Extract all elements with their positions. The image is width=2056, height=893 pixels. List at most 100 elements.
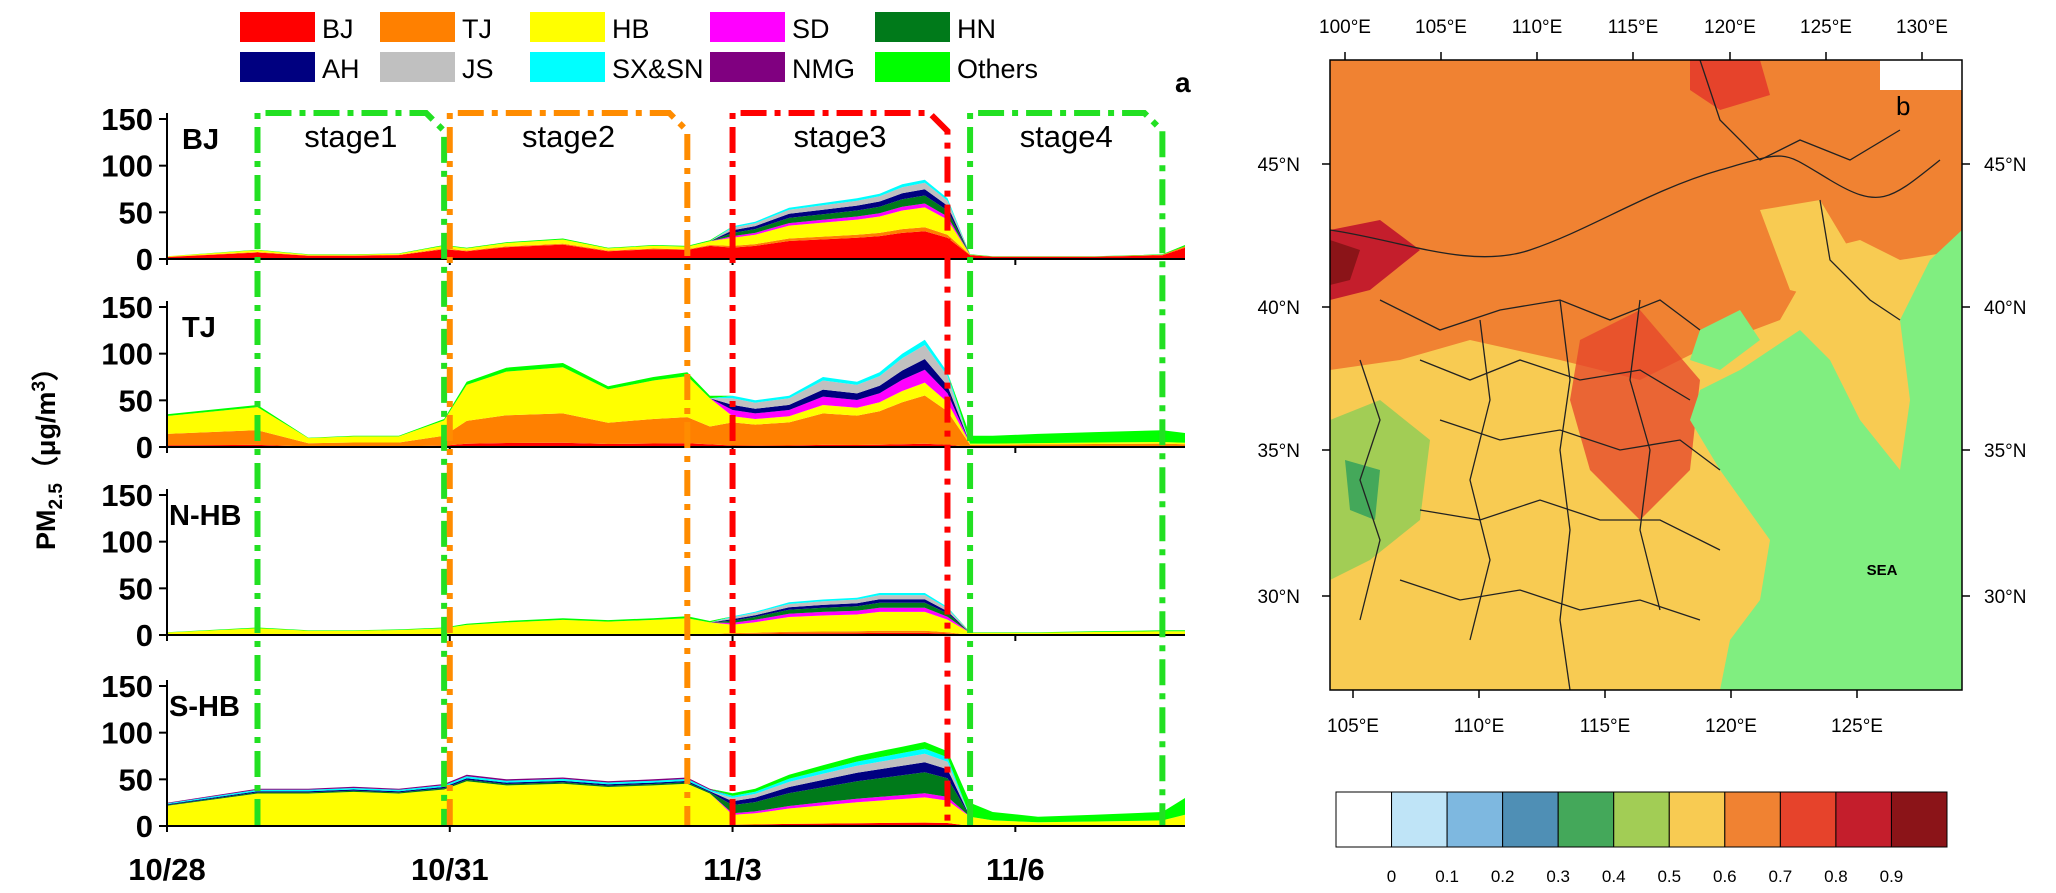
y-tick-label: 0 (136, 242, 153, 277)
lat-label-right: 35°N (1984, 441, 2026, 462)
y-axis-label: PM2.5（μg/m3） (29, 354, 67, 550)
colorbar-bin (1557, 791, 1615, 848)
stage-box-3 (729, 110, 951, 825)
area-bj-sx-sn (167, 179, 1185, 257)
y-tick-label: 0 (136, 430, 153, 465)
legend-swatch-nmg (710, 52, 785, 82)
panel-b-label: b (1896, 91, 1910, 121)
map-bohai-sea (1690, 310, 1760, 370)
lon-label-bottom: 115°E (1580, 716, 1631, 737)
map-hotspot-central (1570, 310, 1700, 520)
lon-label-bottom: 105°E (1327, 716, 1379, 737)
lon-label-top: 110°E (1512, 17, 1563, 38)
y-tick-label: 150 (101, 290, 153, 325)
colorbar-bin (1391, 791, 1448, 848)
colorbar-bin (1613, 791, 1670, 848)
stage-box-4 (967, 110, 1166, 825)
lon-label-bottom: 125°E (1831, 716, 1883, 737)
area-tj-bj (167, 442, 1185, 447)
stage-label: stage3 (793, 119, 886, 154)
lon-label-top: 105°E (1415, 17, 1467, 38)
area-s-hb-hb (167, 781, 1185, 826)
legend-label: SD (792, 14, 830, 44)
legend-swatch-tj (380, 12, 455, 42)
area-tj-hb (167, 367, 1185, 445)
lon-label-top: 130°E (1896, 17, 1948, 38)
map-sea (1690, 230, 1962, 690)
x-tick-label: 10/31 (411, 852, 489, 887)
legend-label: AH (322, 54, 360, 84)
y-tick-label: 50 (119, 383, 153, 418)
legend-swatch-sd (710, 12, 785, 42)
y-tick-label: 50 (119, 195, 153, 230)
colorbar-bin (1724, 791, 1781, 848)
y-tick-label: 150 (101, 478, 153, 513)
legend-swatch-sx-sn (530, 52, 605, 82)
y-tick-label: 50 (119, 571, 153, 606)
area-n-hb-hb (167, 611, 1185, 635)
panel-b-map: b SEA 100°E 105°E 110°E 115°E 120°E 125°E 130°… (1258, 17, 2027, 737)
legend-label: HN (957, 14, 996, 44)
lat-label-left: 30°N (1258, 587, 1300, 608)
legend-label: Others (957, 54, 1038, 84)
colorbar-tick-label: 0.2 (1491, 867, 1515, 886)
colorbar-bin (1890, 791, 1948, 848)
colorbar-bin (1835, 791, 1892, 848)
colorbar-bin (1668, 791, 1726, 848)
subplot-n-hb: 0 50 100 150 N-HB (101, 478, 1185, 653)
area-n-hb-tj (167, 630, 1185, 635)
legend-swatch-ah (240, 52, 315, 82)
subplot-label: N-HB (169, 500, 242, 532)
panel-a-label: a (1175, 67, 1191, 98)
stage-overlay: stage1 stage2 stage3 stage4 (254, 110, 1166, 825)
colorbar-tick-label: 0.6 (1713, 867, 1737, 886)
legend-swatch-hn (875, 12, 950, 42)
lat-label-left: 35°N (1258, 441, 1300, 462)
subplot-label: TJ (182, 312, 216, 344)
legend-swatch-bj (240, 12, 315, 42)
lon-label-top: 120°E (1704, 17, 1756, 38)
legend-swatch-others (875, 52, 950, 82)
area-tj-others (167, 339, 1185, 444)
legend-label: SX&SN (612, 54, 704, 84)
legend: BJ TJ HB SD HN AH JS SX&SN NMG Others (240, 12, 1038, 84)
area-n-hb-others (167, 593, 1185, 633)
legend-label: TJ (462, 14, 492, 44)
legend-label: NMG (792, 54, 855, 84)
legend-swatch-hb (530, 12, 605, 42)
map-green-west (1330, 400, 1430, 580)
colorbar-tick-label: 0.9 (1880, 867, 1904, 886)
subplot-label: BJ (182, 124, 219, 156)
map-green-dark (1345, 460, 1380, 520)
legend-label: HB (612, 14, 650, 44)
map-blank-corner (1880, 60, 1962, 90)
colorbar-tick-label: 0.8 (1824, 867, 1848, 886)
area-tj-tj (167, 395, 1185, 447)
colorbar-tick-label: 0 (1387, 867, 1396, 886)
stage-label: stage1 (304, 119, 397, 154)
map-northeast-yellow (1760, 200, 1850, 300)
y-tick-label: 0 (136, 618, 153, 653)
y-tick-label: 100 (101, 716, 153, 751)
lat-label-left: 45°N (1258, 155, 1300, 176)
legend-label: JS (462, 54, 494, 84)
colorbar-bin (1779, 791, 1837, 848)
x-tick-label: 11/6 (986, 852, 1045, 887)
map-hotspot-north (1690, 60, 1770, 110)
lat-label-right: 40°N (1984, 298, 2026, 319)
y-tick-label: 50 (119, 762, 153, 797)
area-bj-js (167, 182, 1185, 257)
colorbar-tick-label: 0.7 (1769, 867, 1793, 886)
subplot-label: S-HB (169, 691, 240, 723)
colorbar-tick-label: 0.3 (1546, 867, 1570, 886)
stage-label: stage2 (522, 119, 615, 154)
x-tick-label: 11/3 (703, 852, 762, 887)
colorbar: 0 0.1 0.2 0.3 0.4 0.5 0.6 0.7 0.8 0.9 (1335, 791, 1948, 886)
colorbar-bin (1446, 791, 1504, 848)
map-frame (1329, 59, 1963, 691)
area-s-hb-hn (167, 772, 1185, 823)
area-bj-bj (167, 231, 1185, 259)
map-hotspot-northwest (1330, 220, 1420, 300)
colorbar-tick-label: 0.5 (1657, 867, 1681, 886)
